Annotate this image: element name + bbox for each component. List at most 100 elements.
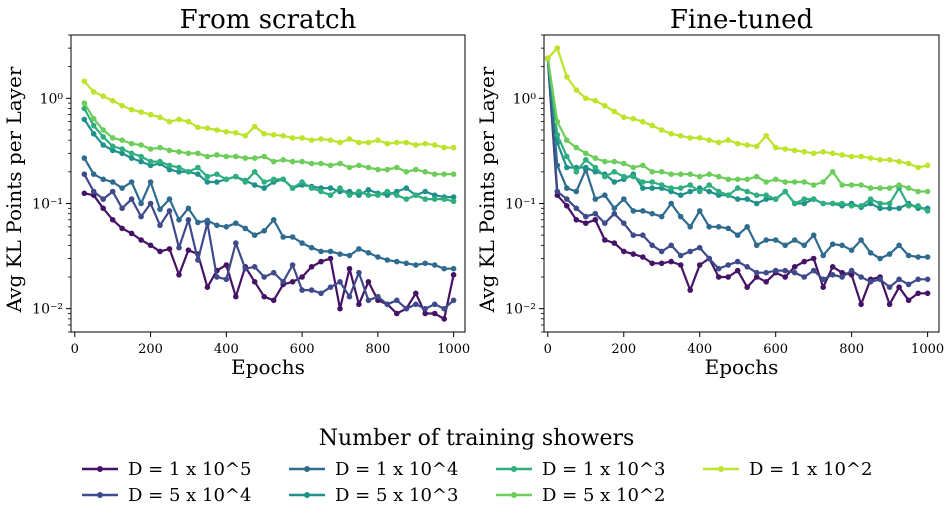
data-point [848,203,855,209]
data-point [128,155,135,161]
series-d-1-x-10-3 [81,105,457,205]
panel-fine-tuned: Fine-tuned Epochs Avg KL Points per Layer 0… [475,5,944,379]
legend: Number of training showers D = 1 x 10^5 D… [0,426,947,506]
data-point [384,257,391,263]
data-point [886,200,893,207]
data-point [384,301,391,308]
data-point [147,200,154,207]
data-point [839,152,845,158]
data-point [280,133,287,139]
series-line [83,107,454,203]
data-point [422,188,429,195]
data-point [924,254,931,260]
data-point [734,267,741,274]
data-point [820,284,826,291]
data-point [384,140,391,147]
data-point [289,262,296,268]
data-point [251,264,258,270]
data-point [185,247,192,253]
data-point [384,188,391,195]
data-point [233,220,239,226]
data-point [621,160,627,167]
data-point [640,208,646,214]
data-point [233,240,239,246]
data-point [308,287,315,293]
data-point [422,169,429,175]
data-point [649,260,655,267]
data-point [725,137,731,143]
data-point [365,164,372,171]
data-point [839,274,845,280]
data-point [176,169,182,175]
data-point [299,179,305,185]
data-point [242,179,249,185]
data-point [128,196,135,202]
data-point [858,203,864,209]
legend-label: D = 5 x 10^2 [542,484,666,506]
data-point [867,155,874,161]
data-point [611,240,618,246]
data-point [308,244,315,251]
data-point [308,137,315,143]
data-point [289,234,296,240]
data-point [223,224,230,230]
data-point [763,192,769,198]
data-point [829,150,836,157]
data-point [896,242,902,249]
data-point [450,265,457,272]
data-point [318,188,324,195]
data-point [753,200,760,207]
data-point [867,279,874,285]
data-point [791,200,798,207]
data-point [640,118,646,125]
data-point [450,144,457,151]
data-point [90,89,97,95]
data-point [90,131,97,137]
data-point [924,290,931,297]
data-point [176,149,182,155]
data-point [157,144,163,151]
data-point [602,102,608,109]
series-d-1-x-10-3 [545,55,931,214]
data-point [166,208,173,214]
data-point [100,176,106,183]
data-point [318,248,324,255]
data-point [81,100,88,106]
data-point [394,192,400,198]
data-point [763,279,769,285]
legend-item: D = 1 x 10^3 [494,458,665,480]
data-point [185,118,192,125]
data-point [128,140,135,147]
data-point [204,153,211,160]
legend-item: D = 5 x 10^4 [80,484,251,506]
data-point [280,234,287,240]
data-point [138,142,144,148]
data-point [356,269,362,276]
data-point [280,176,287,183]
data-point [896,182,902,188]
series-d-1-x-10-2 [81,78,457,151]
data-point [90,115,97,122]
data-point [128,106,135,113]
data-point [413,142,419,148]
data-point [554,139,561,146]
data-point [810,232,817,238]
data-point [611,108,618,115]
data-point [128,150,135,157]
data-point [687,248,693,255]
data-point [848,153,855,160]
data-point [905,252,912,259]
data-point [261,228,268,234]
data-point [715,274,722,280]
legend-label: D = 1 x 10^5 [128,458,252,480]
data-point [640,179,646,185]
data-point [422,310,429,317]
data-point [772,176,779,183]
data-point [687,135,693,141]
data-point [554,162,561,169]
data-point [602,220,608,226]
data-point [422,196,429,202]
data-point [763,133,769,139]
legend-title: Number of training showers [318,426,635,451]
data-point [905,281,912,288]
